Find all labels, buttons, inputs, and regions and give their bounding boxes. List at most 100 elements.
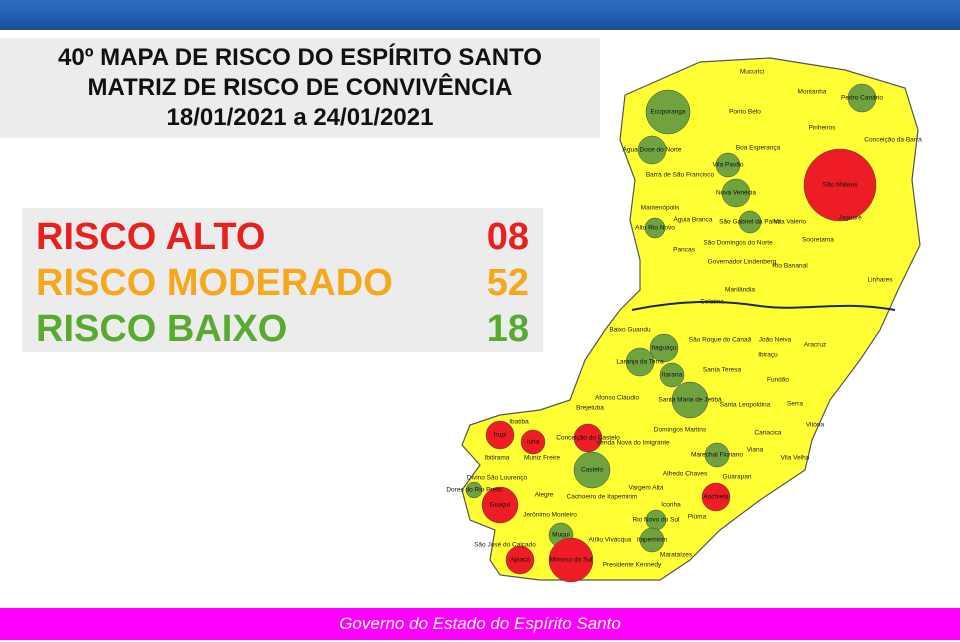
municipality-label: Ibatiba — [509, 419, 529, 426]
municipality-label: Ponto Belo — [729, 109, 761, 116]
municipality-label: Marataízes — [660, 552, 693, 559]
municipality-label: Castelo — [581, 467, 603, 474]
municipality-area — [548, 537, 594, 583]
municipality-label: Linhares — [868, 277, 894, 284]
municipality-label: Conceição da Barra — [864, 137, 922, 144]
municipality-area — [625, 347, 655, 377]
municipality-label: Água Doce do Norte — [623, 145, 682, 154]
legend-row: RISCO BAIXO 18 — [36, 308, 529, 354]
municipality-label: Afonso Cláudio — [595, 395, 639, 402]
municipality-label: Santa Leopoldina — [720, 402, 771, 409]
municipality-label: Guaçuí — [490, 502, 511, 509]
municipality-label: Serra — [787, 401, 803, 408]
municipality-label: Presidente Kennedy — [603, 562, 662, 569]
legend-label: RISCO MODERADO — [36, 262, 393, 304]
municipality-label: Baixo Guandu — [609, 327, 651, 334]
municipality-area — [505, 545, 535, 575]
title-line: 40º MAPA DE RISCO DO ESPÍRITO SANTO — [58, 44, 542, 71]
municipality-label: Mantenópolis — [641, 205, 680, 212]
municipality-area — [649, 333, 679, 363]
municipality-area — [659, 362, 685, 388]
municipality-area — [465, 481, 483, 499]
municipality-label: João Neiva — [759, 337, 792, 344]
legend-label: RISCO ALTO — [36, 216, 266, 258]
municipality-label: Sooretama — [802, 237, 834, 244]
municipality-label: Nova Venécia — [716, 190, 756, 197]
municipality-label: Jerônimo Monteiro — [523, 512, 577, 519]
title-box: 40º MAPA DE RISCO DO ESPÍRITO SANTO MATR… — [0, 38, 600, 138]
municipality-label: Barra de São Francisco — [646, 172, 715, 179]
legend-count: 52 — [486, 262, 529, 304]
municipality-label: Muniz Freire — [524, 455, 561, 462]
legend-row: RISCO ALTO 08 — [36, 216, 529, 262]
municipality-label: Jaguaré — [838, 215, 862, 222]
labels: Mucurici Montanha Pedro Canário Ecoporanga P… — [446, 69, 922, 569]
municipality-label: Irupi — [494, 432, 507, 439]
title-line: 18/01/2021 a 24/01/2021 — [166, 104, 434, 131]
legend-count: 18 — [486, 308, 529, 350]
municipality-label: Santa Maria de Jetibá — [658, 397, 722, 404]
municipality-label: Vitória — [806, 422, 825, 429]
municipality-area — [803, 148, 877, 222]
municipality-label: Conceição do Castelo — [556, 435, 620, 442]
municipality-label: Venda Nova do Imigrante — [596, 440, 670, 447]
municipality-label: Montanha — [798, 89, 827, 96]
map: Mucurici Montanha Pedro Canário Ecoporanga P… — [446, 57, 922, 583]
municipality-label: Guarapari — [723, 474, 752, 481]
legend-row: RISCO MODERADO 52 — [36, 262, 529, 308]
municipality-label: Santa Teresa — [703, 367, 742, 374]
municipality-label: Pedro Canário — [841, 95, 883, 102]
municipality-area — [485, 420, 515, 450]
municipality-label: Laranja da Terra — [616, 359, 664, 366]
municipality-area — [847, 83, 877, 113]
municipality-label: Ibiraçu — [758, 352, 778, 359]
municipality-label: São José do Calçado — [474, 542, 536, 549]
municipality-label: Viana — [747, 447, 764, 454]
municipality-label: Aracruz — [804, 342, 826, 349]
legend-count: 08 — [486, 216, 529, 258]
municipality-label: Vargem Alta — [629, 485, 664, 492]
municipality-label: Vila Valério — [774, 219, 807, 226]
municipality-area — [738, 210, 762, 234]
municipality-label: Itapemirim — [637, 537, 667, 544]
municipality-area — [644, 217, 666, 239]
municipality-area — [671, 381, 709, 419]
municipality-area — [573, 423, 603, 453]
municipality-label: Atílio Vivácqua — [589, 537, 632, 544]
municipality-label: Anchieta — [703, 494, 729, 501]
municipality-label: Cachoeiro de Itapemirim — [567, 494, 638, 501]
municipality-label: Cariacica — [754, 430, 781, 437]
municipality-label: Marilândia — [725, 287, 755, 294]
municipality-label: Domingos Martins — [654, 427, 707, 434]
municipality-label: Águia Branca — [673, 215, 712, 224]
municipality-area — [573, 451, 611, 489]
municipality-label: Rio Bananal — [772, 263, 808, 270]
municipality-area — [639, 527, 665, 553]
footer: Governo do Estado do Espírito Santo — [0, 608, 960, 640]
municipality-area — [721, 178, 751, 208]
municipality-label: Alegre — [535, 492, 554, 499]
top-bar — [0, 0, 960, 30]
municipality-label: Muqui — [552, 532, 570, 539]
municipality-label: Colatina — [700, 299, 724, 306]
municipality-label: Ibitirama — [485, 455, 510, 462]
municipality-area — [704, 442, 730, 468]
municipality-area — [637, 135, 667, 165]
municipality-label: Mimoso do Sul — [550, 557, 594, 564]
municipality-label: Divino São Lourenço — [467, 475, 528, 482]
municipality-label: São Roque do Canaã — [689, 337, 752, 344]
municipality-label: Ecoporanga — [650, 109, 685, 116]
municipality-label: Fundão — [767, 377, 789, 384]
municipality-area — [715, 152, 741, 178]
legend-label: RISCO BAIXO — [36, 308, 288, 350]
municipality-label: Marechal Floriano — [691, 452, 743, 459]
municipality-label: Dores do Rio Preto — [446, 487, 502, 494]
municipality-label: Alfredo Chaves — [663, 471, 708, 478]
municipality-area — [645, 89, 691, 135]
municipality-label: Boa Esperança — [736, 145, 781, 152]
municipality-label: Mucurici — [740, 69, 764, 76]
municipality-area — [701, 482, 731, 512]
state-outline — [461, 57, 921, 581]
municipality-label: Apiacá — [510, 557, 530, 564]
